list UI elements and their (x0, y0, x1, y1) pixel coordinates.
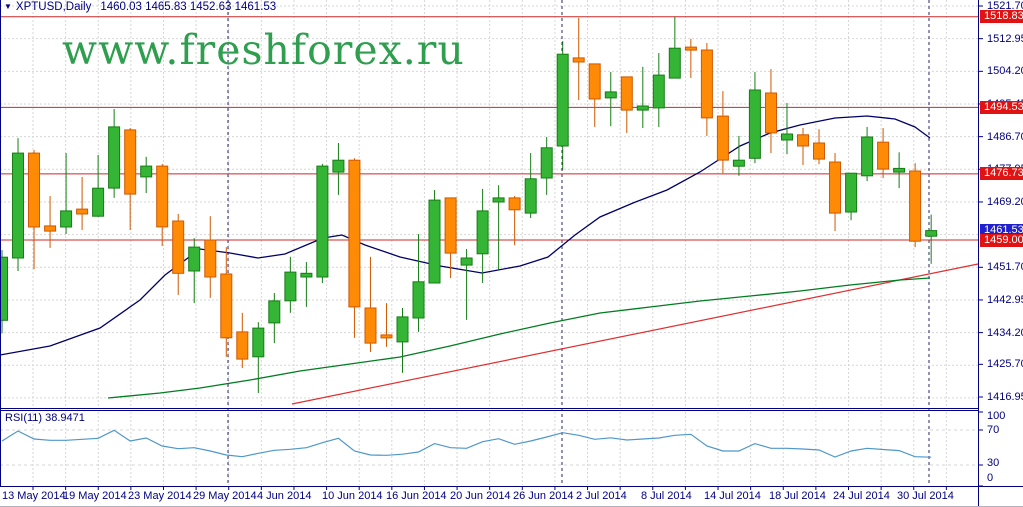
candle (188, 246, 201, 272)
grid-layer (0, 0, 978, 485)
candle (76, 208, 89, 215)
candle (108, 126, 121, 189)
candle (813, 142, 825, 160)
candle (797, 134, 809, 147)
candle (893, 167, 906, 173)
ma-short-line[interactable] (107, 277, 931, 399)
candle (700, 49, 713, 119)
chart-title: ▼ XPTUSD,Daily 1460.03 1465.83 1452.63 146… (4, 1, 276, 13)
candle (909, 170, 922, 242)
candle (829, 161, 841, 214)
rsi-indicator-label: RSI(11) 38.9471 (5, 412, 85, 424)
candle (396, 316, 409, 343)
candle (684, 46, 697, 51)
candle (380, 334, 393, 339)
candle (268, 300, 281, 324)
candle (540, 147, 553, 179)
broker-watermark: www.freshforex.ru (62, 26, 465, 74)
candle (428, 199, 441, 284)
candles-layer[interactable] (0, 16, 938, 394)
candle (156, 165, 169, 228)
candle (845, 172, 858, 213)
symbol-dropdown-icon[interactable]: ▼ (4, 2, 12, 11)
candle (220, 273, 233, 339)
candle (861, 136, 874, 177)
candle (92, 187, 105, 217)
candle (476, 210, 489, 255)
candle (236, 331, 249, 360)
candle (716, 115, 729, 161)
candle (300, 272, 313, 278)
ma-long-line[interactable] (0, 115, 931, 356)
candle (124, 129, 137, 195)
trendline[interactable] (291, 263, 979, 405)
candle (444, 197, 457, 254)
candle (60, 210, 73, 228)
candle (0, 256, 8, 321)
candle (332, 159, 345, 173)
candle (572, 57, 585, 63)
candle (732, 159, 745, 167)
ohlc-readout: 1460.03 1465.83 1452.63 1461.53 (100, 1, 277, 13)
candle (620, 76, 633, 111)
candle (748, 89, 761, 159)
candle (348, 159, 361, 308)
candle (781, 133, 793, 141)
candle (412, 281, 425, 319)
candle (492, 197, 505, 203)
candle (508, 197, 521, 211)
candle (668, 47, 681, 79)
candle (316, 165, 329, 278)
candle (172, 220, 185, 274)
rsi-line[interactable] (1, 429, 932, 458)
candle (877, 141, 890, 170)
candle (204, 239, 217, 278)
candle (364, 307, 377, 344)
candle (765, 92, 777, 134)
candle (140, 165, 153, 178)
candle (604, 91, 617, 99)
candle (284, 271, 297, 302)
candle (524, 178, 537, 214)
candle (460, 257, 473, 266)
candle (636, 105, 649, 111)
candle (12, 152, 24, 259)
candle (925, 230, 938, 237)
candle (556, 53, 569, 147)
candle (44, 225, 57, 232)
symbol-timeframe-label: XPTUSD,Daily (15, 1, 92, 13)
candle (652, 74, 665, 109)
candle (588, 63, 601, 100)
candle (28, 152, 40, 228)
candle (252, 327, 265, 358)
